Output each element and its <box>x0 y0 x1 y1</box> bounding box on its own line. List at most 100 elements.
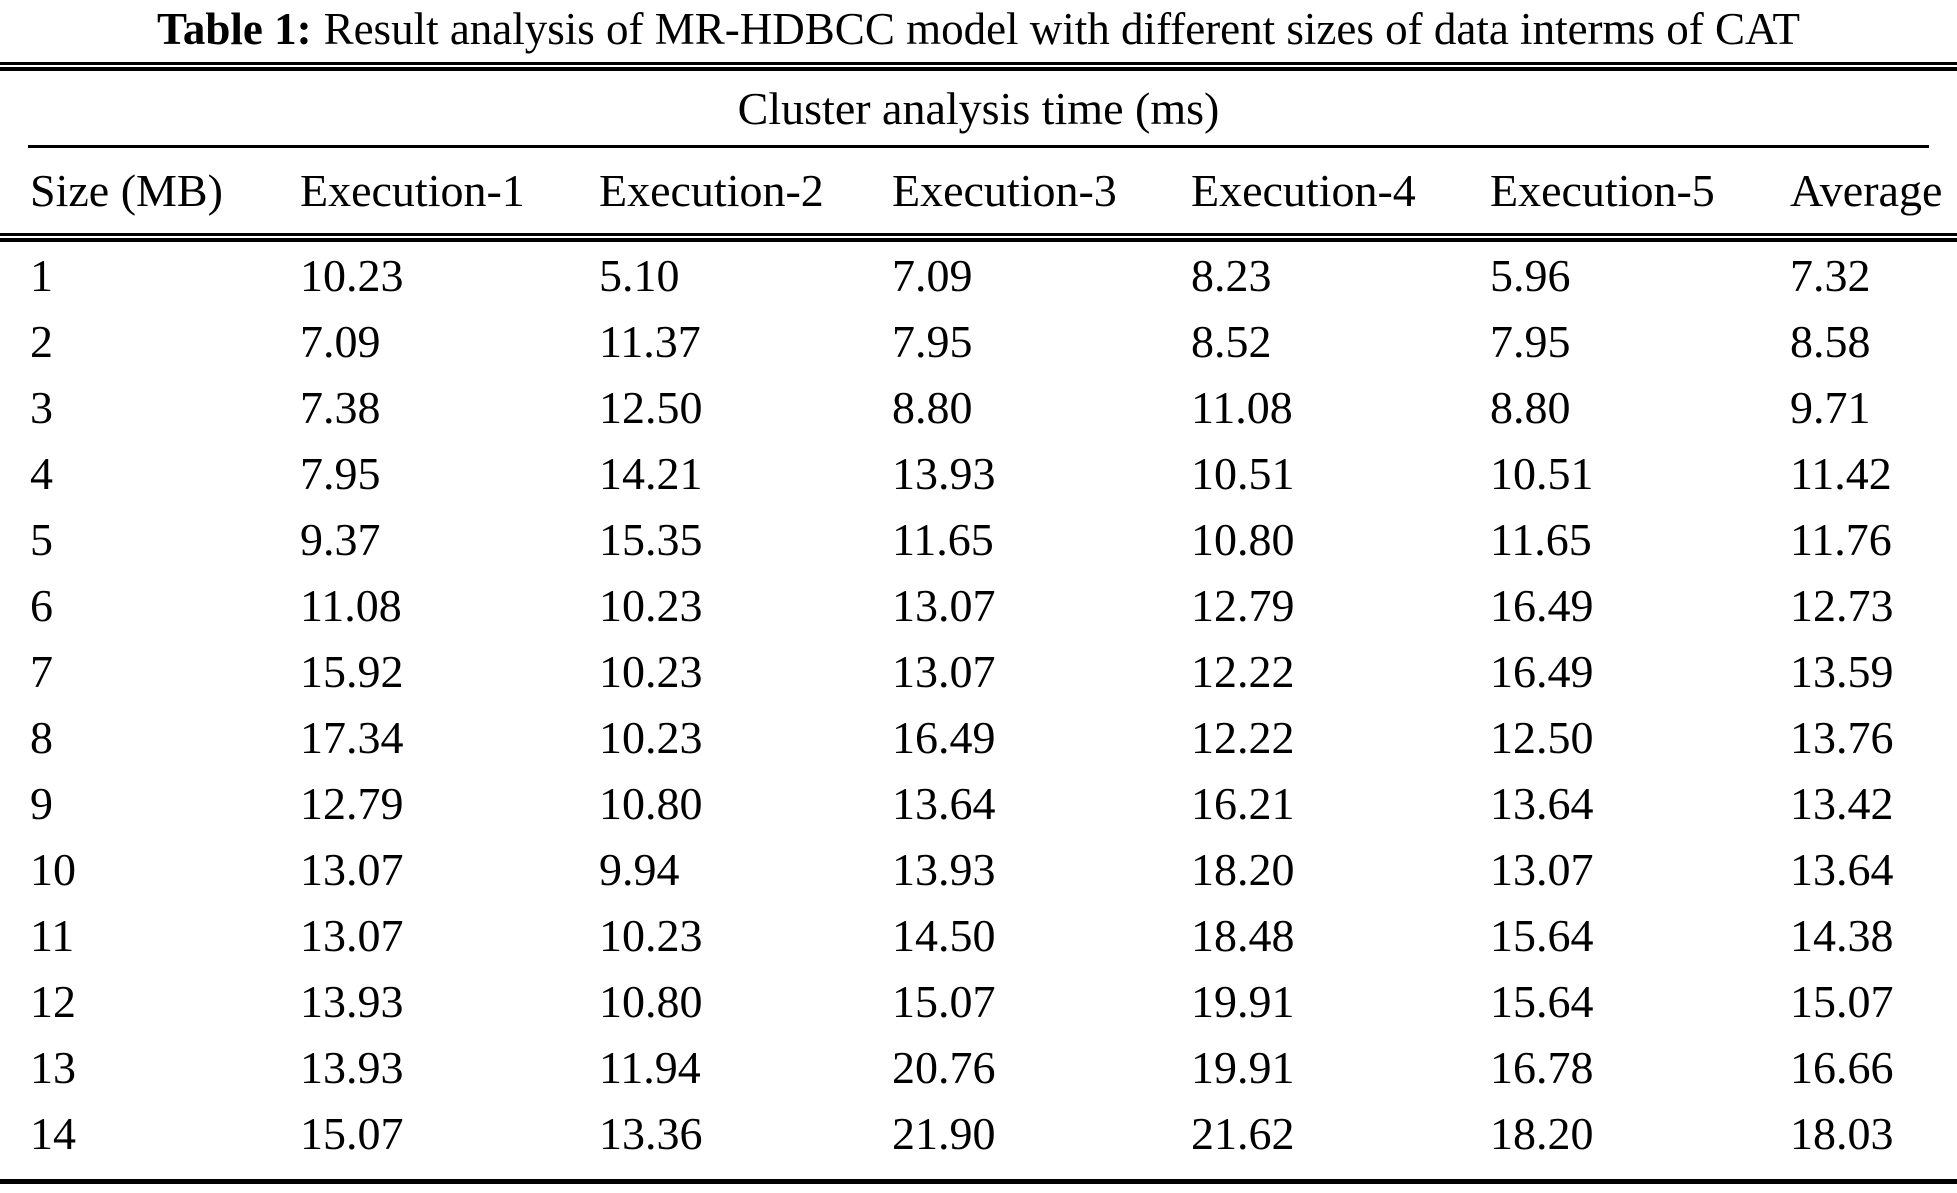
value-cell: 13.07 <box>892 579 996 631</box>
value-cell: 16.66 <box>1790 1041 1894 1093</box>
value-cell: 13.07 <box>300 909 404 961</box>
table-row: 9 12.79 10.80 13.64 16.21 13.64 13.42 <box>0 770 1957 836</box>
value-cell: 16.49 <box>892 711 996 763</box>
row-size-cell: 6 <box>30 579 53 631</box>
value-cell: 11.37 <box>599 315 701 367</box>
value-cell: 15.07 <box>300 1107 404 1159</box>
value-cell: 12.22 <box>1191 711 1295 763</box>
value-cell: 9.37 <box>300 513 381 565</box>
value-cell: 11.08 <box>1191 381 1293 433</box>
row-size-cell: 11 <box>30 909 75 961</box>
table-row: 3 7.38 12.50 8.80 11.08 8.80 9.71 <box>0 374 1957 440</box>
value-cell: 11.65 <box>892 513 994 565</box>
table-row: 2 7.09 11.37 7.95 8.52 7.95 8.58 <box>0 308 1957 374</box>
value-cell: 16.49 <box>1490 645 1594 697</box>
value-cell: 7.95 <box>1490 315 1571 367</box>
value-cell: 17.34 <box>300 711 404 763</box>
column-header-execution-4: Execution-4 <box>1191 165 1416 216</box>
value-cell: 12.22 <box>1191 645 1295 697</box>
value-cell: 7.32 <box>1790 249 1871 301</box>
table-row: 13 13.93 11.94 20.76 19.91 16.78 16.66 <box>0 1034 1957 1100</box>
value-cell: 12.50 <box>1490 711 1594 763</box>
value-cell: 7.38 <box>300 381 381 433</box>
value-cell: 7.95 <box>300 447 381 499</box>
table-row: 14 15.07 13.36 21.90 21.62 18.20 18.03 <box>0 1100 1957 1166</box>
value-cell: 9.94 <box>599 843 680 895</box>
value-cell: 13.93 <box>892 447 996 499</box>
value-cell: 5.96 <box>1490 249 1571 301</box>
value-cell: 11.76 <box>1790 513 1892 565</box>
value-cell: 18.20 <box>1490 1107 1594 1159</box>
value-cell: 19.91 <box>1191 1041 1295 1093</box>
value-cell: 11.42 <box>1790 447 1892 499</box>
value-cell: 16.21 <box>1191 777 1295 829</box>
row-size-cell: 3 <box>30 381 53 433</box>
table-body: 1 10.23 5.10 7.09 8.23 5.96 7.32 2 7.09 11.37 7.95… <box>0 242 1957 1166</box>
value-cell: 8.23 <box>1191 249 1272 301</box>
value-cell: 21.62 <box>1191 1107 1295 1159</box>
value-cell: 12.50 <box>599 381 703 433</box>
value-cell: 10.80 <box>599 777 703 829</box>
value-cell: 12.79 <box>300 777 404 829</box>
value-cell: 13.64 <box>1490 777 1594 829</box>
value-cell: 12.79 <box>1191 579 1295 631</box>
value-cell: 10.23 <box>599 579 703 631</box>
value-cell: 7.09 <box>300 315 381 367</box>
row-size-cell: 7 <box>30 645 53 697</box>
header-bottom-rule <box>0 233 1957 242</box>
value-cell: 21.90 <box>892 1107 996 1159</box>
value-cell: 13.64 <box>1790 843 1894 895</box>
value-cell: 13.59 <box>1790 645 1894 697</box>
value-cell: 16.78 <box>1490 1041 1594 1093</box>
value-cell: 8.80 <box>892 381 973 433</box>
row-size-cell: 14 <box>30 1107 76 1159</box>
value-cell: 10.51 <box>1191 447 1295 499</box>
table-row: 12 13.93 10.80 15.07 19.91 15.64 15.07 <box>0 968 1957 1034</box>
table-caption: Table 1: Result analysis of MR-HDBCC mode… <box>0 0 1957 62</box>
table-row: 1 10.23 5.10 7.09 8.23 5.96 7.32 <box>0 242 1957 308</box>
row-size-cell: 1 <box>30 249 53 301</box>
value-cell: 14.21 <box>599 447 703 499</box>
value-cell: 13.93 <box>892 843 996 895</box>
table-bottom-rule <box>0 1179 1957 1184</box>
value-cell: 8.58 <box>1790 315 1871 367</box>
value-cell: 10.23 <box>599 645 703 697</box>
table-group-header: Cluster analysis time (ms) <box>737 82 1220 134</box>
value-cell: 8.52 <box>1191 315 1272 367</box>
value-cell: 16.49 <box>1490 579 1594 631</box>
value-cell: 11.08 <box>300 579 402 631</box>
table-header-row: Size (MB) Execution-1 Execution-2 Execut… <box>0 148 1957 233</box>
row-size-cell: 8 <box>30 711 53 763</box>
value-cell: 13.64 <box>892 777 996 829</box>
table-row: 11 13.07 10.23 14.50 18.48 15.64 14.38 <box>0 902 1957 968</box>
row-size-cell: 5 <box>30 513 53 565</box>
value-cell: 13.93 <box>300 975 404 1027</box>
table-caption-label: Table 1: <box>156 4 312 54</box>
row-size-cell: 2 <box>30 315 53 367</box>
table-caption-text: Result analysis of MR-HDBCC model with d… <box>323 4 1801 54</box>
value-cell: 11.94 <box>599 1041 701 1093</box>
value-cell: 10.80 <box>1191 513 1295 565</box>
value-cell: 8.80 <box>1490 381 1571 433</box>
row-size-cell: 10 <box>30 843 76 895</box>
value-cell: 18.48 <box>1191 909 1295 961</box>
value-cell: 10.23 <box>599 711 703 763</box>
column-header-execution-5: Execution-5 <box>1490 165 1715 216</box>
column-header-size: Size (MB) <box>30 165 223 216</box>
value-cell: 7.95 <box>892 315 973 367</box>
table-row: 7 15.92 10.23 13.07 12.22 16.49 13.59 <box>0 638 1957 704</box>
value-cell: 14.38 <box>1790 909 1894 961</box>
value-cell: 13.93 <box>300 1041 404 1093</box>
row-size-cell: 9 <box>30 777 53 829</box>
value-cell: 15.92 <box>300 645 404 697</box>
value-cell: 15.64 <box>1490 909 1594 961</box>
value-cell: 13.42 <box>1790 777 1894 829</box>
table-row: 6 11.08 10.23 13.07 12.79 16.49 12.73 <box>0 572 1957 638</box>
column-header-average: Average <box>1790 165 1943 216</box>
column-header-execution-2: Execution-2 <box>599 165 824 216</box>
value-cell: 13.07 <box>300 843 404 895</box>
value-cell: 15.07 <box>892 975 996 1027</box>
value-cell: 10.23 <box>599 909 703 961</box>
value-cell: 15.64 <box>1490 975 1594 1027</box>
